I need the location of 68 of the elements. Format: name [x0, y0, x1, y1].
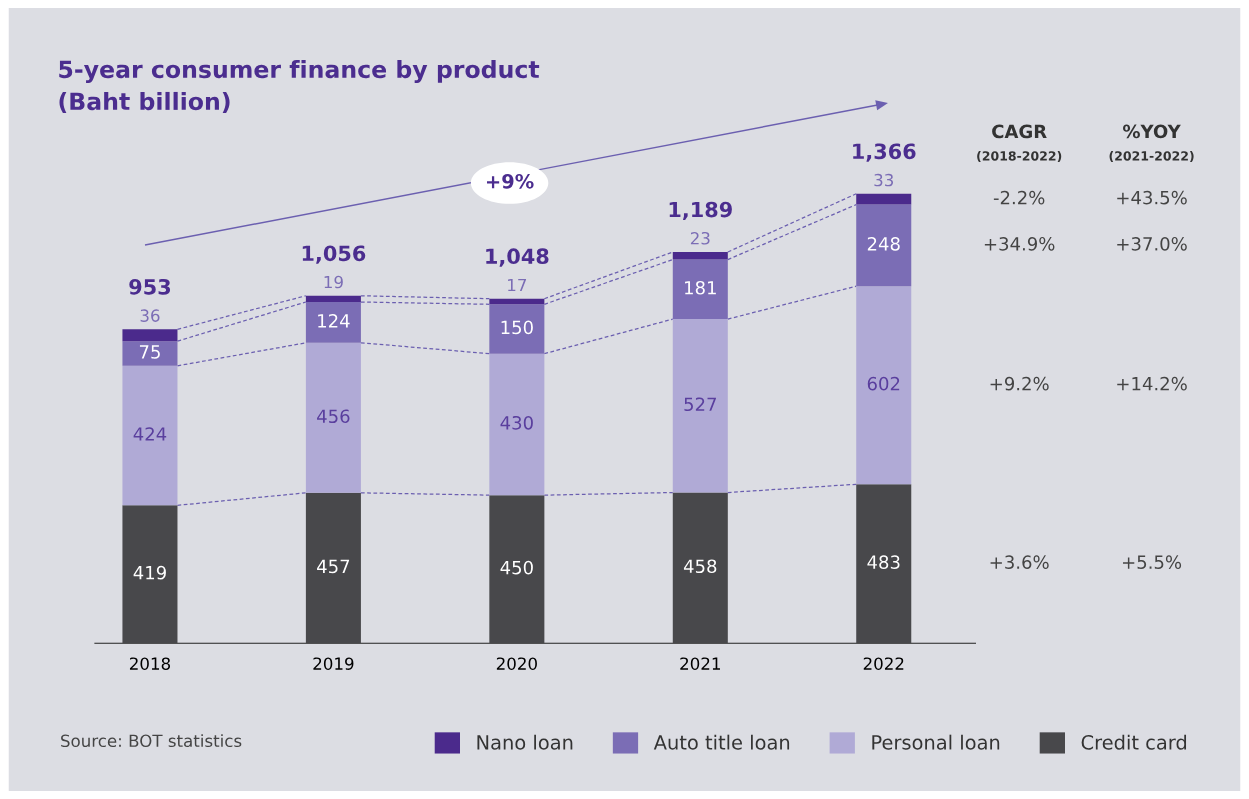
- bar: [305, 342, 361, 493]
- bar: [672, 251, 728, 260]
- data-label: 17: [508, 278, 527, 292]
- bar: [305, 295, 361, 302]
- bar: [672, 492, 728, 644]
- bar: [489, 353, 545, 496]
- text: +37.0%: [1117, 236, 1187, 251]
- data-label: 33: [874, 173, 894, 187]
- bar: [122, 341, 178, 366]
- bar: [856, 193, 912, 205]
- text: +9.2%: [990, 376, 1049, 391]
- data-label: 527: [684, 397, 716, 412]
- text: +14.2%: [1117, 376, 1187, 391]
- data-label: 19: [324, 275, 343, 289]
- data-label: 424: [133, 427, 167, 441]
- text: (2018-2022): [977, 150, 1062, 163]
- legend-label: Credit card: [1081, 734, 1187, 750]
- text: +3.6%: [990, 555, 1049, 569]
- bar: [856, 204, 912, 287]
- text: +9%: [487, 173, 534, 189]
- data-label: 430: [500, 415, 533, 430]
- data-label: 36: [140, 309, 160, 322]
- data-label: 483: [867, 555, 900, 569]
- bar: [489, 495, 545, 644]
- total-label: 1,048: [486, 248, 549, 267]
- x-tick-label: 2020: [496, 657, 537, 670]
- data-label: 458: [683, 559, 717, 574]
- total-label: 953: [129, 278, 171, 295]
- text: +5.5%: [1122, 555, 1182, 569]
- data-label: 124: [318, 313, 350, 328]
- data-label: 456: [317, 409, 350, 424]
- x-tick-label: 2021: [680, 657, 720, 670]
- bar: [122, 505, 178, 644]
- data-label: 75: [139, 345, 160, 359]
- data-label: 602: [867, 376, 900, 391]
- text: (2021-2022): [1109, 150, 1194, 163]
- text: CAGR: [992, 124, 1047, 139]
- total-label: 1,056: [302, 245, 366, 264]
- legend-label: Auto title loan: [653, 734, 790, 750]
- x-tick-label: 2019: [313, 657, 354, 670]
- bar: [122, 329, 178, 342]
- bar: [122, 365, 178, 506]
- data-label: 150: [501, 320, 533, 335]
- bar: [305, 492, 361, 644]
- bar: [672, 259, 728, 320]
- source-note: Source: BOT statistics: [61, 734, 242, 748]
- data-label: 457: [317, 559, 350, 574]
- chart-title: 5-year consumer finance by product (Baht billion): [59, 59, 540, 113]
- data-label: 450: [500, 560, 533, 575]
- data-label: 23: [690, 231, 710, 245]
- x-tick-label: 2022: [863, 657, 904, 670]
- bar: [489, 304, 545, 354]
- total-label: 1,189: [669, 201, 732, 221]
- bar: [672, 319, 728, 493]
- data-label: 248: [867, 236, 900, 251]
- data-label: 181: [685, 280, 716, 295]
- text: -2.2%: [993, 190, 1045, 205]
- data-label: 419: [133, 565, 166, 580]
- legend-label: Nano loan: [477, 734, 573, 750]
- bar: [856, 286, 912, 485]
- text: %YOY: [1123, 124, 1181, 139]
- text: +43.5%: [1117, 190, 1187, 205]
- x-tick-label: 2018: [129, 657, 171, 670]
- bar: [305, 302, 361, 343]
- bar: [856, 484, 912, 644]
- total-label: 1,366: [853, 143, 916, 162]
- text: +34.9%: [984, 236, 1055, 251]
- legend-label: Personal loan: [872, 734, 1000, 750]
